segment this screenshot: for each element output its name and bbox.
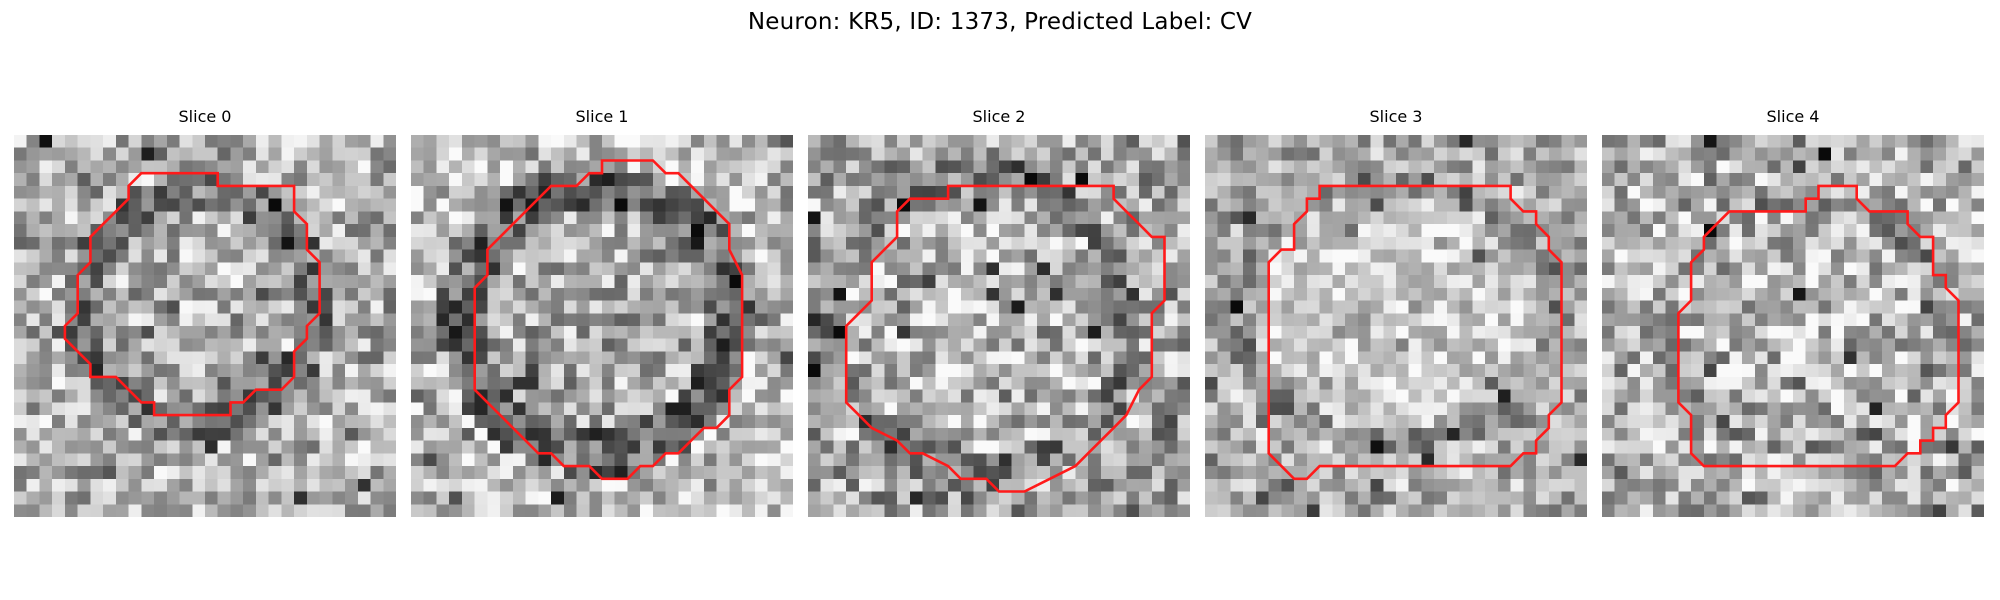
slice-panel-4: Slice 4: [1602, 107, 1984, 517]
segmentation-contour: [63, 171, 321, 417]
pixel-grid: [808, 135, 1190, 517]
slice-title: Slice 3: [1369, 107, 1423, 126]
slice-svg-2: [808, 135, 1190, 517]
slice-image: [1205, 135, 1587, 517]
figure-title: Neuron: KR5, ID: 1373, Predicted Label: …: [747, 9, 1253, 35]
pixel-grid: [14, 135, 396, 517]
slice-svg-4: [1602, 135, 1984, 517]
slice-panel-0: Slice 0: [14, 107, 396, 517]
segmentation-contour: [1677, 184, 1960, 468]
slice-title: Slice 1: [575, 107, 629, 126]
pixel-grid: [1205, 135, 1587, 517]
slice-image: [14, 135, 396, 517]
slice-title: Slice 4: [1766, 107, 1820, 126]
slice-image: [411, 135, 793, 517]
slice-panel-2: Slice 2: [808, 107, 1190, 517]
segmentation-contour: [1267, 184, 1563, 481]
slice-image: [808, 135, 1190, 517]
slice-image: [1602, 135, 1984, 517]
slice-svg-0: [14, 135, 396, 517]
slice-title: Slice 0: [178, 107, 232, 126]
segmentation-contour: [473, 159, 744, 481]
slice-svg-1: [411, 135, 793, 517]
slice-panel-1: Slice 1: [411, 107, 793, 517]
slice-panel-3: Slice 3: [1205, 107, 1587, 517]
pixel-grid: [1602, 135, 1984, 517]
segmentation-contour: [844, 184, 1166, 493]
slice-svg-3: [1205, 135, 1587, 517]
pixel-grid: [411, 135, 793, 517]
slice-title: Slice 2: [972, 107, 1026, 126]
